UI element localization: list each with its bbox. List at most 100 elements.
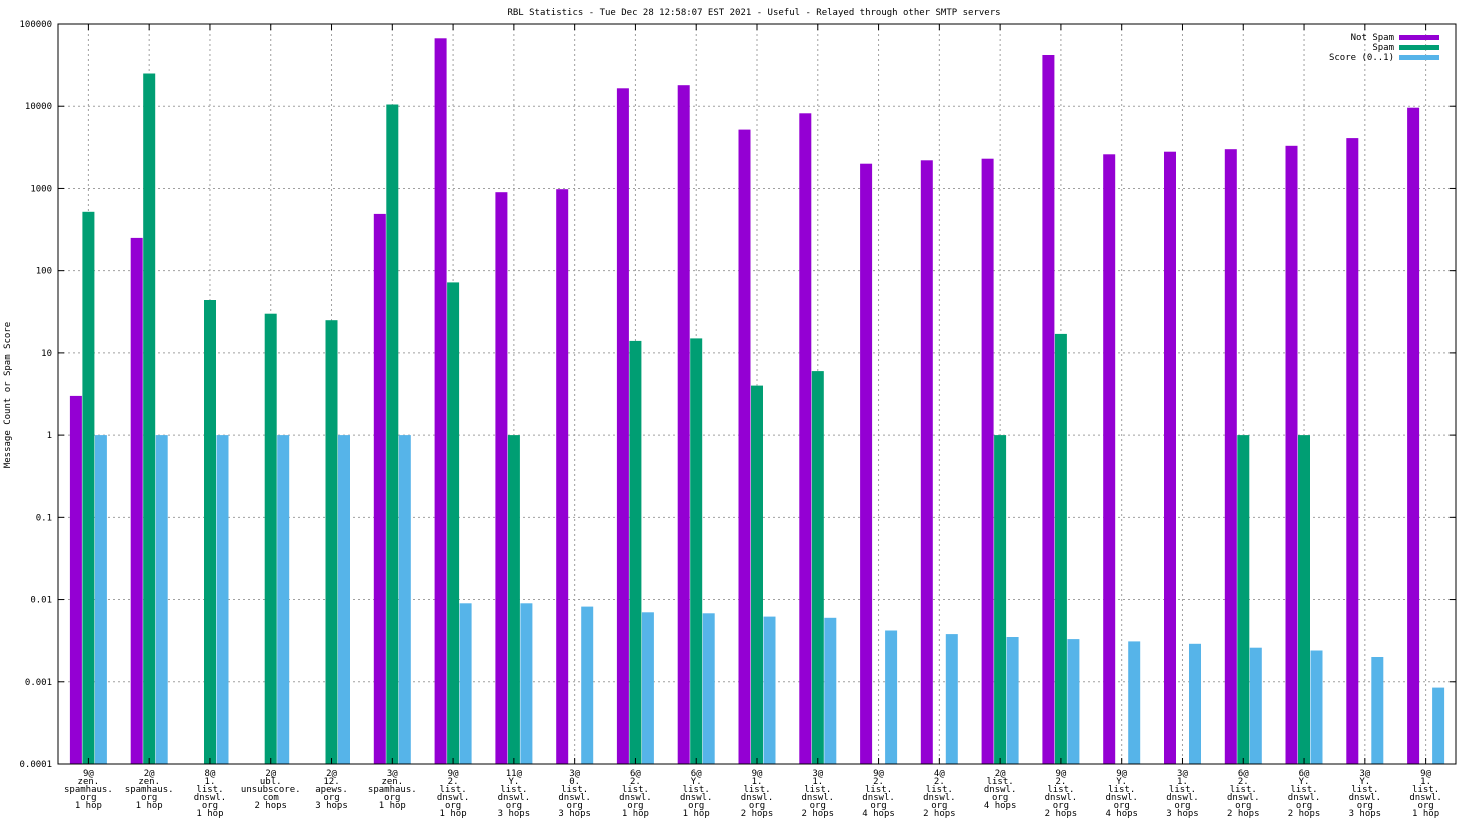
x-tick-label-line: 2 hops	[923, 809, 956, 819]
bar-score-0-1	[824, 617, 837, 764]
bar-score-0-1	[1371, 657, 1384, 764]
x-tick-label-line: org	[323, 793, 339, 803]
x-tick-label-line: 2.	[1055, 777, 1066, 787]
x-tick-label-line: 9@	[873, 769, 884, 779]
bar-not-spam	[981, 158, 994, 764]
x-tick-label-line: list.	[683, 785, 710, 795]
x-tick-label-line: org	[445, 801, 461, 811]
bar-score-0-1	[1189, 643, 1201, 764]
x-tick-label: 11@ Y. list. dnswl. org 3 hops	[498, 769, 531, 819]
x-tick-label-line: Y.	[691, 777, 702, 787]
x-tick-label-line: 9@	[752, 769, 763, 779]
bar-spam	[264, 313, 277, 764]
bar-not-spam	[1164, 151, 1176, 764]
bar-score-0-1	[702, 613, 715, 764]
x-tick-label-line: org	[506, 801, 522, 811]
bar-score-0-1	[1310, 650, 1323, 764]
bar-not-spam	[556, 189, 569, 764]
x-tick-label-line: 9@	[1116, 769, 1127, 779]
x-tick-label-line: org	[202, 801, 218, 811]
x-tick-label-line: org	[688, 801, 704, 811]
legend-label: Spam	[1372, 43, 1394, 53]
x-tick-label-line: dnswl.	[741, 793, 774, 803]
x-tick-label-line: 2 hops	[1227, 809, 1260, 819]
bar-not-spam	[677, 85, 690, 764]
x-tick-label-line: dnswl.	[923, 793, 956, 803]
x-tick-label: 9@ 1. list. dnswl. org 1 hop	[1409, 769, 1442, 819]
x-tick-label-line: org	[1235, 801, 1251, 811]
bar-spam	[1298, 435, 1310, 764]
x-tick-label-line: 3@	[1359, 769, 1370, 779]
x-tick-label: 2@ 12. apews. org 3 hops	[315, 769, 348, 811]
x-tick-label-line: list.	[1230, 785, 1257, 795]
x-tick-label-line: apews.	[315, 785, 348, 795]
x-tick-label-line: 2.	[630, 777, 641, 787]
x-tick-label-line: zen.	[381, 777, 403, 787]
x-tick-label: 9@ 2. list. dnswl. org 2 hops	[1045, 769, 1078, 819]
x-tick-label: 9@ 2. list. dnswl. org 1 hop	[437, 769, 470, 819]
bar-score-0-1	[216, 435, 229, 764]
bar-spam	[690, 338, 703, 764]
legend-swatch	[1399, 35, 1439, 40]
x-tick-label-line: org	[1174, 801, 1190, 811]
bar-not-spam	[1042, 55, 1055, 764]
x-tick-label: 2@ ubl. unsubscore. com 2 hops	[241, 769, 301, 811]
bar-not-spam	[1285, 145, 1298, 765]
bar-spam	[143, 73, 156, 764]
bar-score-0-1	[277, 435, 290, 764]
x-tick-label-line: dnswl.	[1349, 793, 1382, 803]
bar-score-0-1	[94, 435, 107, 764]
x-tick-label-line: 4 hops	[984, 801, 1017, 811]
x-tick-label: 8@ 1. list. dnswl. org 1 hop	[194, 769, 227, 819]
y-tick-label: 10000	[25, 102, 52, 112]
x-tick-label-line: 9@	[1055, 769, 1066, 779]
bar-not-spam	[69, 395, 82, 764]
y-tick-label: 0.01	[30, 596, 52, 606]
bar-score-0-1	[885, 630, 898, 764]
x-tick-label: 3@ Y. list. dnswl. org 3 hops	[1349, 769, 1382, 819]
x-tick-label-line: org	[141, 793, 157, 803]
x-tick-label: 4@ 2. list. dnswl. org 2 hops	[923, 769, 956, 819]
bar-spam	[82, 211, 95, 765]
x-tick-label-line: spamhaus.	[125, 785, 174, 795]
x-tick-label-line: 1.	[752, 777, 763, 787]
x-tick-label: 3@ 1. list. dnswl. org 2 hops	[802, 769, 835, 819]
bar-spam	[1237, 435, 1250, 764]
bar-not-spam	[130, 237, 143, 764]
x-tick-label: 9@ 1. list. dnswl. org 2 hops	[741, 769, 774, 819]
x-tick-label-line: unsubscore.	[241, 785, 301, 795]
x-tick-label-line: spamhaus.	[368, 785, 417, 795]
bar-not-spam	[434, 38, 447, 765]
x-tick-label: 9@ zen. spamhaus. org 1 hop	[64, 769, 113, 811]
x-tick-label-line: 3 hops	[558, 809, 591, 819]
x-tick-label-line: 1.	[1177, 777, 1188, 787]
bars	[69, 38, 1445, 765]
bar-score-0-1	[641, 612, 654, 764]
bar-score-0-1	[763, 616, 776, 764]
y-axis-label: Message Count or Spam Score	[3, 322, 13, 468]
x-tick-label-line: dnswl.	[802, 793, 835, 803]
x-tick-label-line: org	[992, 793, 1008, 803]
x-tick-label-line: list.	[1047, 785, 1074, 795]
x-tick-label: 6@ Y. list. dnswl. org 2 hops	[1288, 769, 1321, 819]
bar-spam	[447, 282, 460, 764]
x-tick-label-line: dnswl.	[498, 793, 531, 803]
legend-label: Score (0..1)	[1329, 53, 1394, 63]
x-tick-label-line: 3@	[1177, 769, 1188, 779]
bar-score-0-1	[1128, 641, 1141, 764]
x-tick-label-line: list.	[500, 785, 527, 795]
bar-score-0-1	[1006, 637, 1019, 764]
bar-spam	[325, 320, 338, 764]
x-tick-label: 3@ zen. spamhaus. org 1 hop	[368, 769, 417, 811]
x-tick-label-line: list.	[1351, 785, 1378, 795]
x-tick-label-line: list.	[1290, 785, 1317, 795]
y-tick-label: 1	[47, 431, 52, 441]
x-tick-label-line: 2.	[448, 777, 459, 787]
y-tick-label: 1000	[30, 184, 52, 194]
x-tick-label: 9@ Y. list. dnswl. org 4 hops	[1105, 769, 1138, 819]
x-tick-label-line: dnswl.	[619, 793, 652, 803]
bar-score-0-1	[520, 603, 533, 764]
x-tick-label-line: dnswl.	[680, 793, 713, 803]
bar-not-spam	[860, 163, 873, 764]
